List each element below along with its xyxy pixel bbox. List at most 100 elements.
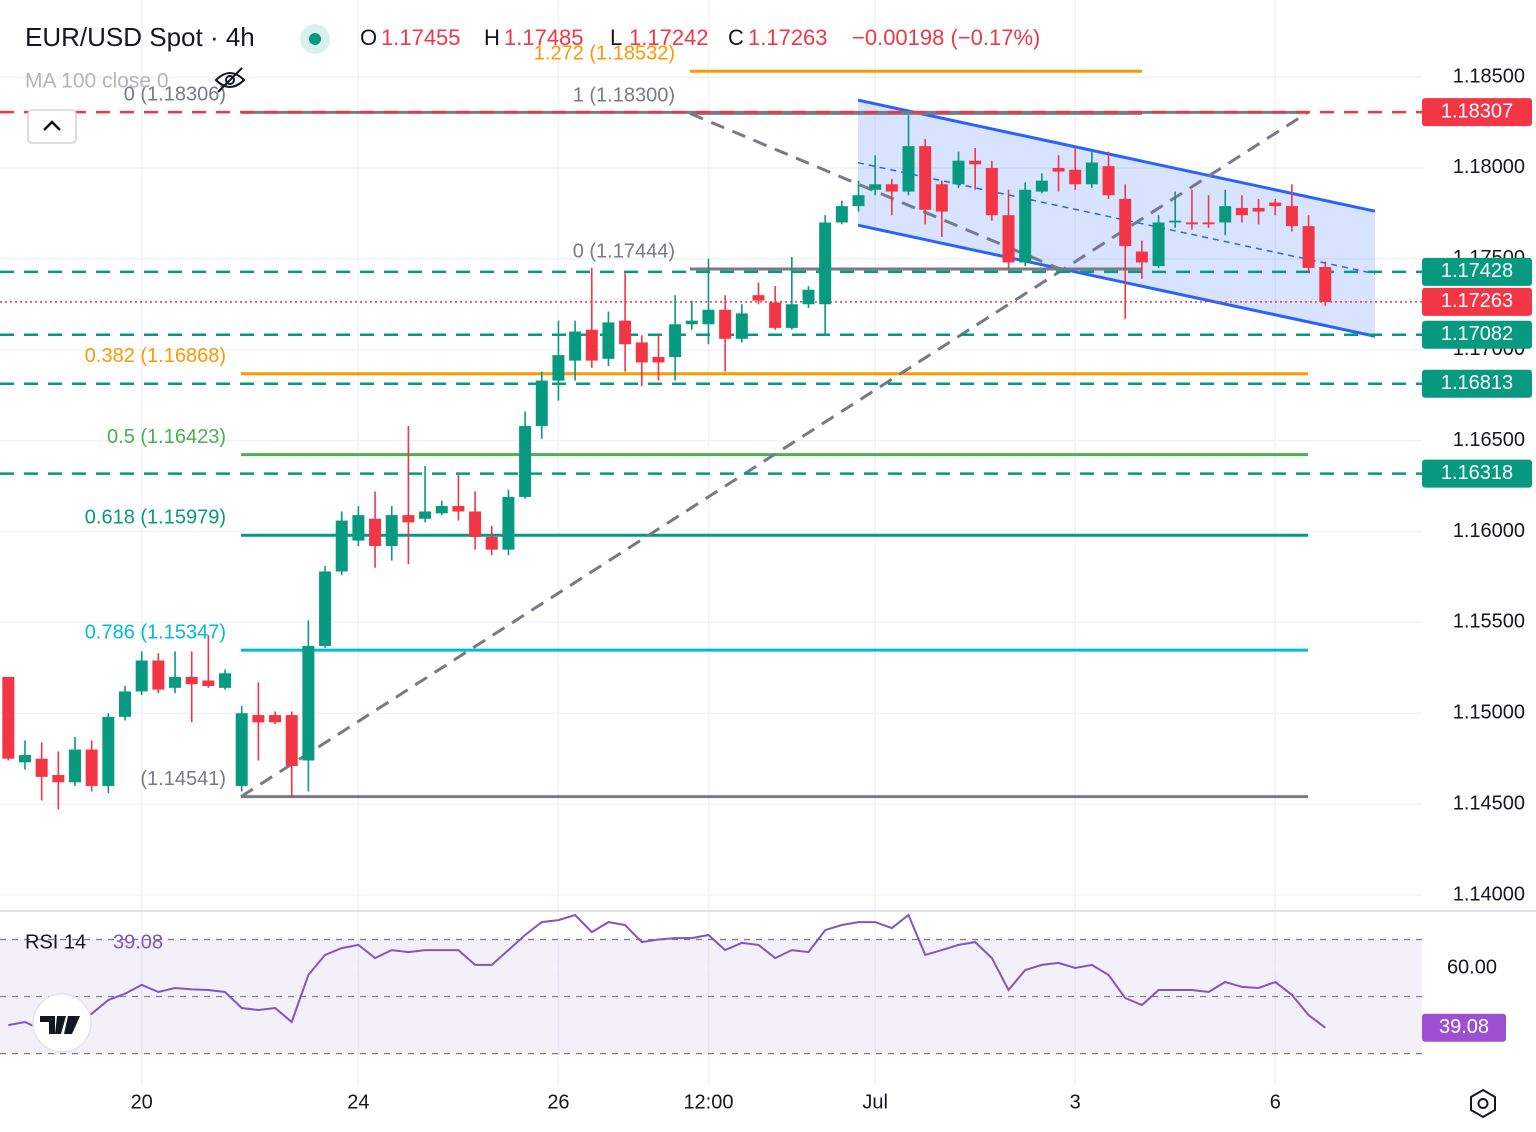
- candle-body: [819, 222, 832, 305]
- candle-body: [769, 302, 782, 328]
- fib-label: 1 (1.18300): [573, 85, 675, 107]
- candle-body: [335, 520, 348, 572]
- x-tick-label: 20: [131, 1091, 153, 1113]
- channel-upper: [857, 98, 1376, 213]
- channel-mid: [857, 161, 1376, 275]
- candle-body: [752, 295, 765, 301]
- candle-body: [352, 515, 365, 541]
- candle-body: [952, 160, 965, 185]
- price-line-label: 1.16318: [1441, 462, 1513, 484]
- candle-body: [252, 715, 265, 723]
- candle-body: [569, 331, 582, 361]
- candle-body: [602, 322, 615, 359]
- candle-body: [985, 167, 998, 216]
- candle-body: [1302, 226, 1315, 268]
- fib-trend-line: [240, 111, 1309, 798]
- candle-body: [685, 320, 698, 325]
- candle-body: [1119, 198, 1132, 247]
- ohlc-letter: H: [484, 25, 500, 50]
- last-price-label: 1.17263: [1441, 290, 1513, 312]
- channel-lower: [857, 223, 1376, 338]
- candle-body: [85, 749, 98, 786]
- rsi-last-label: 39.08: [1439, 1016, 1489, 1038]
- candle-body: [1202, 222, 1215, 225]
- candle-body: [1102, 166, 1115, 196]
- y-tick-label: 1.15000: [1453, 702, 1525, 724]
- candle-body: [835, 206, 848, 223]
- candle-body: [1085, 162, 1098, 185]
- candle-body: [1252, 207, 1265, 212]
- fib-label: 0 (1.18306): [124, 84, 226, 106]
- candle-body: [502, 496, 515, 550]
- candle-body: [119, 691, 132, 717]
- candle-body: [169, 676, 182, 688]
- candle-body: [1285, 206, 1298, 227]
- candle-body: [185, 676, 198, 685]
- candle-body: [652, 356, 665, 363]
- fib-label: 0.5 (1.16423): [107, 426, 226, 448]
- candle-body: [802, 289, 815, 305]
- candle-body: [235, 713, 248, 786]
- x-tick-label: 3: [1070, 1091, 1081, 1113]
- candle-body: [219, 673, 232, 688]
- ohlc-letter: L: [610, 25, 622, 50]
- indicator-label: MA 100 close 0: [25, 70, 169, 93]
- candle-body: [935, 184, 948, 212]
- rsi-line: [8, 913, 1326, 1031]
- x-tick-label: Jul: [862, 1091, 888, 1113]
- candle-body: [702, 309, 715, 325]
- y-tick-label: 1.14500: [1453, 792, 1525, 814]
- chart-title: EUR/USD Spot · 4h: [25, 22, 255, 52]
- price-line-label: 1.17428: [1441, 260, 1513, 282]
- candle-body: [452, 506, 465, 512]
- candle-body: [1019, 189, 1032, 263]
- rsi-title: RSI 14: [25, 931, 86, 953]
- candle-body: [635, 342, 648, 363]
- ohlc-value: 1.17485: [504, 25, 584, 50]
- rsi-tick-label: 60.00: [1447, 956, 1497, 978]
- candle-body: [152, 660, 165, 690]
- candle-body: [1052, 167, 1065, 172]
- y-tick-label: 1.15500: [1453, 611, 1525, 633]
- price-line-label-box: [1422, 320, 1532, 349]
- fib-label: (1.14541): [140, 768, 226, 790]
- candle-body: [1235, 207, 1248, 216]
- candle-body: [669, 324, 682, 357]
- candle-body: [469, 511, 482, 537]
- candle-body: [619, 320, 632, 345]
- y-tick-label: 1.18000: [1453, 156, 1525, 178]
- candle-body: [719, 309, 732, 339]
- ohlc-letter: O: [360, 25, 377, 50]
- candle-body: [885, 184, 898, 192]
- candle-body: [1185, 222, 1198, 225]
- rsi: [0, 913, 1422, 1055]
- candle-body: [369, 518, 382, 547]
- candles: [2, 115, 1332, 810]
- candle-body: [385, 515, 398, 547]
- fib-label: 0.618 (1.15979): [85, 507, 226, 529]
- candle-body: [1219, 206, 1232, 223]
- candle-body: [402, 515, 415, 523]
- last-price-label-box: [1422, 287, 1532, 316]
- candle-body: [1152, 222, 1165, 267]
- candle-body: [35, 758, 48, 777]
- x-tick-label: 24: [347, 1091, 369, 1113]
- candle-body: [1035, 180, 1048, 192]
- candle-body: [52, 775, 65, 783]
- candle-body: [135, 660, 148, 692]
- y-tick-label: 1.16500: [1453, 429, 1525, 451]
- candle-body: [69, 749, 82, 783]
- candle-body: [869, 184, 882, 190]
- fib-label: 0.382 (1.16868): [85, 345, 226, 367]
- candle-body: [319, 571, 332, 646]
- ohlc-letter: C: [728, 25, 744, 50]
- candle-body: [1169, 220, 1182, 223]
- candle-body: [585, 329, 598, 361]
- candle-body: [1135, 251, 1148, 263]
- fib-trend-line: [689, 112, 1061, 271]
- ohlc-value: 1.17263: [748, 25, 828, 50]
- candle-body: [485, 536, 498, 550]
- candle-body: [919, 146, 932, 210]
